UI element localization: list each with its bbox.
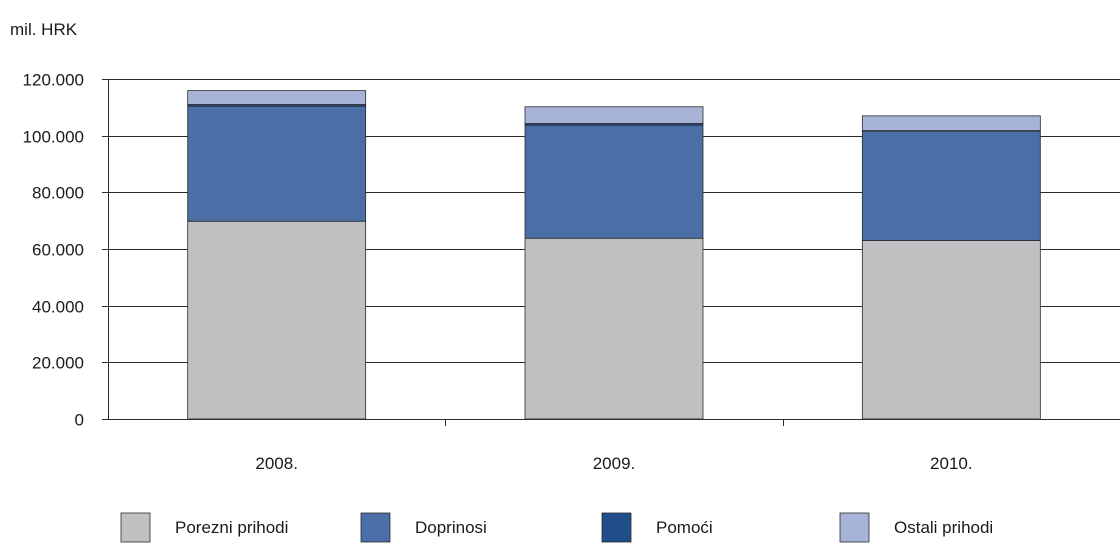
bar-segment bbox=[861, 115, 1041, 131]
bar-segment bbox=[524, 237, 704, 420]
bar-segment bbox=[187, 220, 367, 420]
bar-segment bbox=[524, 106, 704, 124]
legend-label: Porezni prihodi bbox=[175, 518, 288, 537]
legend-label: Doprinosi bbox=[415, 518, 487, 537]
legend-item: Porezni prihodi bbox=[120, 512, 288, 543]
y-tick-label: 60.000 bbox=[32, 241, 84, 260]
y-unit-label: mil. HRK bbox=[10, 20, 78, 39]
legend-label: Pomoći bbox=[656, 518, 713, 537]
x-tick-labels: 2008. 2009. 2010. bbox=[255, 454, 972, 473]
legend-item: Ostali prihodi bbox=[839, 512, 993, 543]
x-tick-label: 2010. bbox=[930, 454, 973, 473]
x-tick-label: 2009. bbox=[593, 454, 636, 473]
legend-swatch bbox=[120, 512, 151, 543]
legend-swatch bbox=[839, 512, 870, 543]
y-tick-label: 40.000 bbox=[32, 298, 84, 317]
y-tick-label: 80.000 bbox=[32, 184, 84, 203]
y-tick-label: 20.000 bbox=[32, 354, 84, 373]
bar-segment bbox=[524, 124, 704, 239]
y-tick-label: 120.000 bbox=[23, 71, 84, 90]
bar-segment bbox=[861, 240, 1041, 420]
bars bbox=[187, 90, 1041, 420]
y-tick-label: 100.000 bbox=[23, 128, 84, 147]
legend-item: Doprinosi bbox=[360, 512, 487, 543]
y-tick-labels: 0 20.000 40.000 60.000 80.000 100.000 120.000 bbox=[23, 71, 84, 430]
axes bbox=[102, 79, 1120, 426]
bar-segment bbox=[861, 130, 1041, 241]
legend-swatch bbox=[360, 512, 391, 543]
bar-segment bbox=[187, 105, 367, 222]
legend-swatch bbox=[601, 512, 632, 543]
y-tick-label: 0 bbox=[75, 411, 84, 430]
legend-label: Ostali prihodi bbox=[894, 518, 993, 537]
x-tick-label: 2008. bbox=[255, 454, 298, 473]
legend-item: Pomoći bbox=[601, 512, 713, 543]
bar-segment bbox=[187, 90, 367, 105]
legend: Porezni prihodi Doprinosi Pomoći Ostali pri… bbox=[120, 512, 993, 543]
